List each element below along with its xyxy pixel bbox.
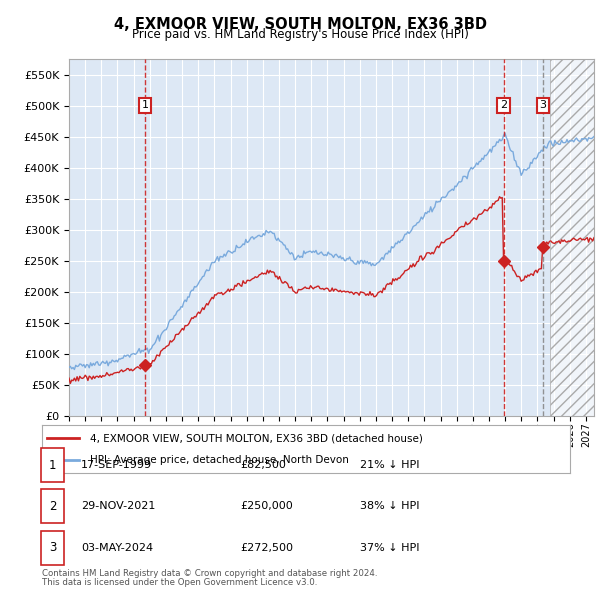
Text: 29-NOV-2021: 29-NOV-2021 — [81, 502, 155, 512]
Text: 1: 1 — [142, 100, 149, 110]
Text: 38% ↓ HPI: 38% ↓ HPI — [360, 502, 419, 512]
Text: Contains HM Land Registry data © Crown copyright and database right 2024.: Contains HM Land Registry data © Crown c… — [42, 569, 377, 578]
Bar — [550, 59, 594, 416]
Text: HPI: Average price, detached house, North Devon: HPI: Average price, detached house, Nort… — [89, 455, 349, 465]
Text: This data is licensed under the Open Government Licence v3.0.: This data is licensed under the Open Gov… — [42, 578, 317, 587]
Text: 3: 3 — [539, 100, 547, 110]
Text: 4, EXMOOR VIEW, SOUTH MOLTON, EX36 3BD: 4, EXMOOR VIEW, SOUTH MOLTON, EX36 3BD — [113, 17, 487, 31]
Text: 3: 3 — [49, 541, 56, 554]
Text: £250,000: £250,000 — [240, 502, 293, 512]
Text: 2: 2 — [500, 100, 507, 110]
Text: Price paid vs. HM Land Registry's House Price Index (HPI): Price paid vs. HM Land Registry's House … — [131, 28, 469, 41]
Text: 17-SEP-1999: 17-SEP-1999 — [81, 460, 152, 470]
Text: £272,500: £272,500 — [240, 543, 293, 553]
Text: 2: 2 — [49, 500, 56, 513]
Text: £82,500: £82,500 — [240, 460, 286, 470]
Text: 1: 1 — [49, 458, 56, 471]
Text: 4, EXMOOR VIEW, SOUTH MOLTON, EX36 3BD (detached house): 4, EXMOOR VIEW, SOUTH MOLTON, EX36 3BD (… — [89, 433, 422, 443]
Text: 03-MAY-2024: 03-MAY-2024 — [81, 543, 153, 553]
Text: 21% ↓ HPI: 21% ↓ HPI — [360, 460, 419, 470]
Text: 37% ↓ HPI: 37% ↓ HPI — [360, 543, 419, 553]
Bar — [550, 59, 594, 416]
